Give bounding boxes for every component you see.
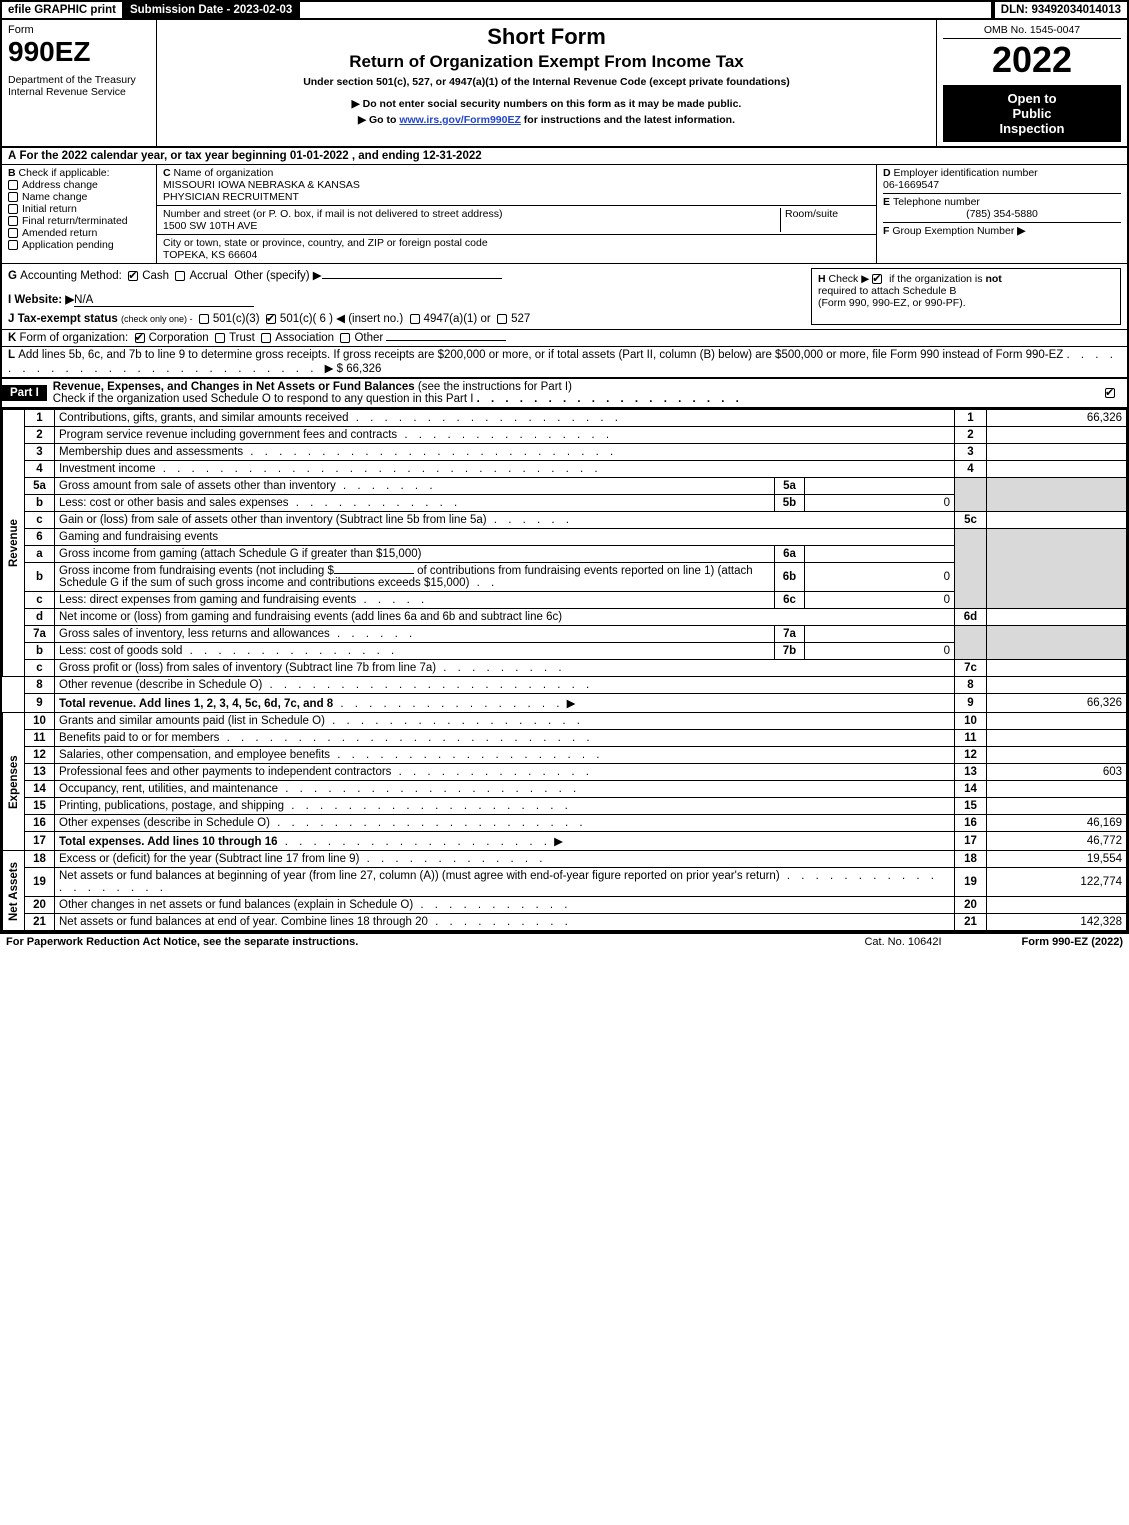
line-12: 12Salaries, other compensation, and empl… — [3, 747, 1127, 764]
tax-year: 2022 — [943, 39, 1121, 81]
section-a-text: For the 2022 calendar year, or tax year … — [20, 150, 482, 162]
chk-501c3[interactable] — [199, 314, 209, 324]
footer-mid: Cat. No. 10642I — [864, 936, 941, 948]
goto-note: ▶ Go to www.irs.gov/Form990EZ for instru… — [165, 114, 928, 126]
open-to-public: Open to Public Inspection — [943, 85, 1121, 142]
chk-association[interactable] — [261, 333, 271, 343]
efile-label: efile GRAPHIC print — [2, 2, 124, 18]
under-section: Under section 501(c), 527, or 4947(a)(1)… — [165, 76, 928, 88]
dln: DLN: 93492034014013 — [993, 2, 1127, 18]
line-6d: dNet income or (loss) from gaming and fu… — [3, 609, 1127, 626]
footer-left: For Paperwork Reduction Act Notice, see … — [6, 936, 864, 948]
irs-link[interactable]: www.irs.gov/Form990EZ — [399, 114, 521, 126]
section-l: L Add lines 5b, 6c, and 7b to line 9 to … — [0, 347, 1129, 379]
chk-application-pending[interactable] — [8, 240, 18, 250]
return-title: Return of Organization Exempt From Incom… — [165, 52, 928, 72]
org-name-1: MISSOURI IOWA NEBRASKA & KANSAS — [163, 179, 360, 191]
header-left: Form 990EZ Department of the Treasury In… — [2, 20, 157, 146]
line-10: Expenses 10Grants and similar amounts pa… — [3, 713, 1127, 730]
bcdef-grid: B Check if applicable: Address change Na… — [0, 165, 1129, 264]
line-7a: 7aGross sales of inventory, less returns… — [3, 626, 1127, 643]
line-8: 8Other revenue (describe in Schedule O) … — [3, 677, 1127, 694]
chk-initial-return[interactable] — [8, 204, 18, 214]
chk-cash[interactable] — [128, 271, 138, 281]
line-15: 15Printing, publications, postage, and s… — [3, 798, 1127, 815]
chk-527[interactable] — [497, 314, 507, 324]
section-gh: G Accounting Method: Cash Accrual Other … — [0, 264, 1129, 330]
line-21: 21Net assets or fund balances at end of … — [3, 914, 1127, 931]
ssn-note: ▶ Do not enter social security numbers o… — [165, 98, 928, 110]
chk-corporation[interactable] — [135, 333, 145, 343]
section-k: K Form of organization: Corporation Trus… — [0, 330, 1129, 347]
lines-table: Revenue 1Contributions, gifts, grants, a… — [2, 409, 1127, 931]
gross-receipts: ▶ $ 66,326 — [325, 363, 382, 375]
org-street: 1500 SW 10TH AVE — [163, 220, 257, 232]
line-5a: 5aGross amount from sale of assets other… — [3, 478, 1127, 495]
chk-schedule-b[interactable] — [872, 274, 882, 284]
other-method-input[interactable] — [322, 278, 502, 279]
line-5c: cGain or (loss) from sale of assets othe… — [3, 512, 1127, 529]
part-i-header: Part I Revenue, Expenses, and Changes in… — [0, 379, 1129, 409]
line-3: 3Membership dues and assessments . . . .… — [3, 444, 1127, 461]
ein: 06-1669547 — [883, 179, 939, 191]
chk-4947[interactable] — [410, 314, 420, 324]
line-6: 6Gaming and fundraising events — [3, 529, 1127, 546]
top-bar: efile GRAPHIC print Submission Date - 20… — [0, 0, 1129, 20]
page-footer: For Paperwork Reduction Act Notice, see … — [0, 933, 1129, 950]
chk-trust[interactable] — [215, 333, 225, 343]
chk-name-change[interactable] — [8, 192, 18, 202]
netassets-label: Net Assets — [3, 851, 25, 931]
line-11: 11Benefits paid to or for members . . . … — [3, 730, 1127, 747]
chk-accrual[interactable] — [175, 271, 185, 281]
form-number: 990EZ — [8, 36, 150, 68]
section-a: A For the 2022 calendar year, or tax yea… — [0, 148, 1129, 165]
line-1: Revenue 1Contributions, gifts, grants, a… — [3, 410, 1127, 427]
short-form-title: Short Form — [165, 24, 928, 50]
line-14: 14Occupancy, rent, utilities, and mainte… — [3, 781, 1127, 798]
section-h: H Check ▶ if the organization is not req… — [811, 268, 1121, 325]
section-b: B Check if applicable: Address change Na… — [2, 165, 157, 263]
footer-right: Form 990-EZ (2022) — [1022, 936, 1123, 948]
topbar-spacer — [300, 2, 992, 18]
website: N/A — [74, 294, 254, 307]
dept-line1: Department of the Treasury — [8, 74, 150, 86]
revenue-label: Revenue — [3, 410, 25, 677]
line-19: 19Net assets or fund balances at beginni… — [3, 868, 1127, 897]
org-name-2: PHYSICIAN RECRUITMENT — [163, 191, 299, 203]
chk-final-return[interactable] — [8, 216, 18, 226]
header-right: OMB No. 1545-0047 2022 Open to Public In… — [937, 20, 1127, 146]
line-4: 4Investment income . . . . . . . . . . .… — [3, 461, 1127, 478]
org-city: TOPEKA, KS 66604 — [163, 249, 257, 261]
room-suite: Room/suite — [780, 208, 870, 232]
lines-wrap: Revenue 1Contributions, gifts, grants, a… — [0, 409, 1129, 933]
phone: (785) 354-5880 — [883, 208, 1121, 220]
chk-amended-return[interactable] — [8, 228, 18, 238]
dept-line2: Internal Revenue Service — [8, 86, 150, 98]
line-17: 17Total expenses. Add lines 10 through 1… — [3, 832, 1127, 851]
chk-address-change[interactable] — [8, 180, 18, 190]
omb: OMB No. 1545-0047 — [943, 24, 1121, 39]
form-word: Form — [8, 24, 150, 36]
line-16: 16Other expenses (describe in Schedule O… — [3, 815, 1127, 832]
header-mid: Short Form Return of Organization Exempt… — [157, 20, 937, 146]
line-13: 13Professional fees and other payments t… — [3, 764, 1127, 781]
expenses-label: Expenses — [3, 713, 25, 851]
line-20: 20Other changes in net assets or fund ba… — [3, 897, 1127, 914]
line-7c: cGross profit or (loss) from sales of in… — [3, 660, 1127, 677]
submission-date: Submission Date - 2023-02-03 — [124, 2, 300, 18]
line-18: Net Assets 18Excess or (deficit) for the… — [3, 851, 1127, 868]
chk-other-org[interactable] — [340, 333, 350, 343]
other-org-input[interactable] — [386, 340, 506, 341]
part-i-label: Part I — [2, 385, 47, 401]
section-c: C Name of organization MISSOURI IOWA NEB… — [157, 165, 877, 263]
chk-501c[interactable] — [266, 314, 276, 324]
chk-schedule-o[interactable] — [1105, 388, 1115, 398]
section-def: D Employer identification number 06-1669… — [877, 165, 1127, 263]
line-2: 2Program service revenue including gover… — [3, 427, 1127, 444]
form-header: Form 990EZ Department of the Treasury In… — [0, 20, 1129, 148]
line-9: 9Total revenue. Add lines 1, 2, 3, 4, 5c… — [3, 694, 1127, 713]
